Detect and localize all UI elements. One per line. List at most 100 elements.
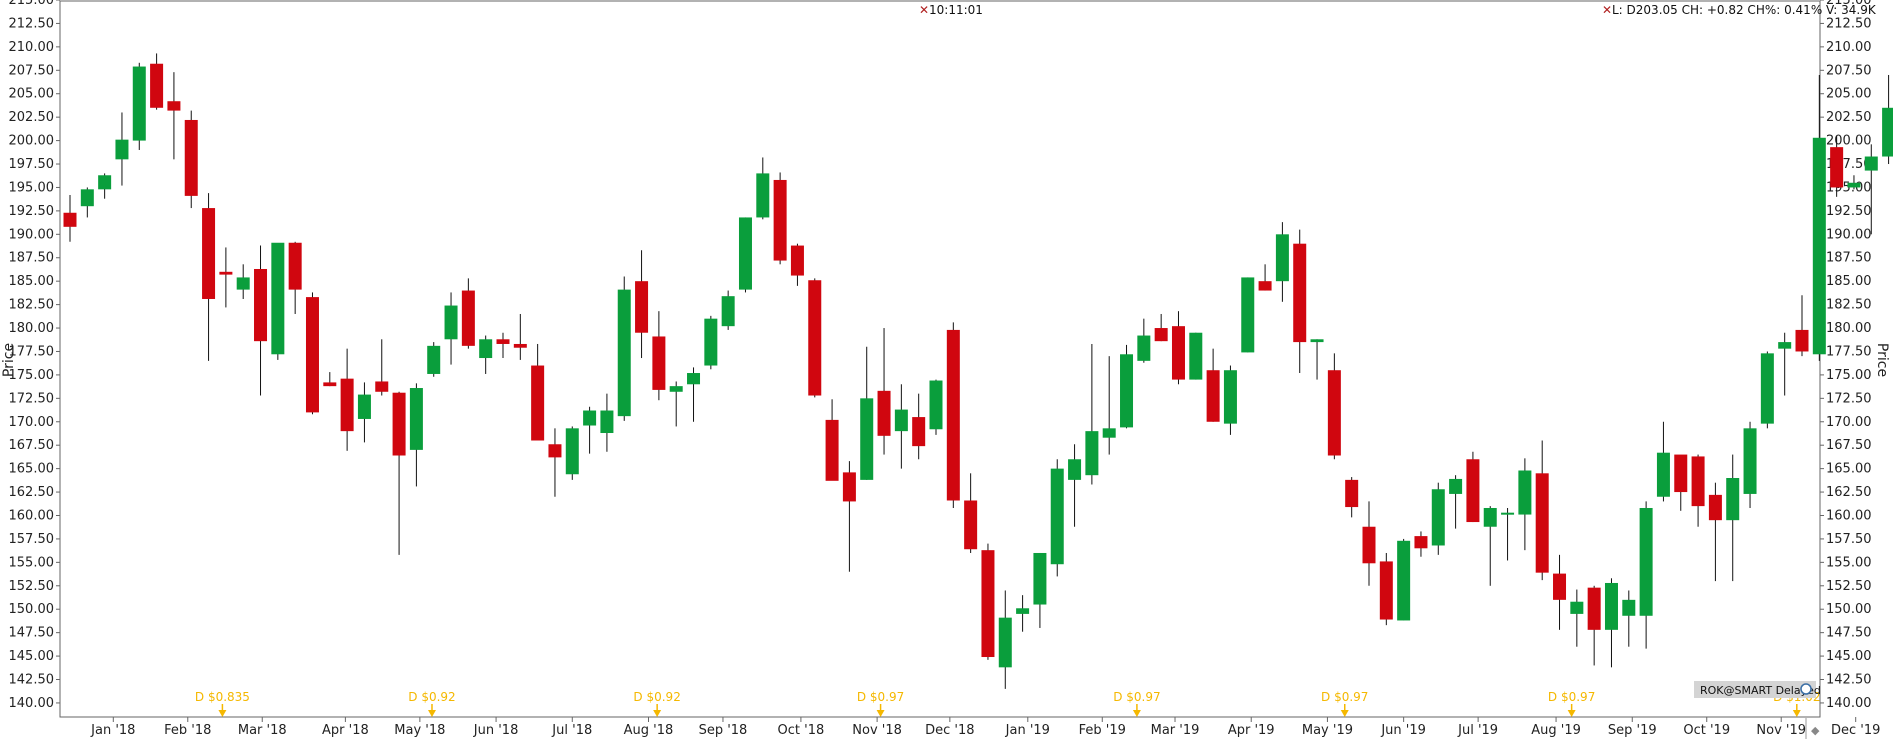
y-tick-label: 185.00 [9, 274, 55, 289]
scroll-corner[interactable]: ◆ [1805, 718, 1820, 739]
dividend-marker[interactable]: D $0.97 [857, 690, 904, 717]
dividend-arrow-icon [1792, 710, 1801, 717]
candle-body [1501, 512, 1515, 515]
candle-body [790, 245, 804, 276]
candle [756, 157, 770, 220]
candle-body [704, 318, 718, 366]
dividend-arrow-icon [1132, 710, 1141, 717]
dividend-arrow-icon [1567, 710, 1576, 717]
candle [1120, 344, 1134, 429]
x-tick-label: Aug '19 [1531, 723, 1581, 738]
y-tick-label: 205.00 [9, 87, 55, 102]
candle [1310, 339, 1324, 380]
y-tick-label: 172.50 [9, 391, 55, 406]
y-tick-label-right: 140.00 [1826, 696, 1872, 711]
candle-body [946, 329, 960, 501]
x-tick-label: Nov '19 [1756, 723, 1806, 738]
dividend-marker[interactable]: D $0.97 [1548, 690, 1595, 717]
candle [375, 339, 389, 396]
candle [1154, 313, 1168, 342]
candle-body [184, 119, 198, 196]
candle [652, 311, 666, 401]
dividend-marker[interactable]: D $0.92 [408, 690, 456, 717]
candle-body [548, 444, 562, 458]
dividend-marker[interactable]: D $0.97 [1321, 690, 1368, 717]
candle-body [565, 428, 579, 475]
candle-body [1068, 459, 1082, 480]
candle [1795, 295, 1809, 357]
candle-body [1171, 326, 1185, 380]
candle [1553, 554, 1567, 630]
candle [236, 264, 250, 299]
x-tick-label: Dec '19 [1831, 723, 1880, 738]
dividend-arrow-icon [1340, 710, 1349, 717]
candle-body [1466, 459, 1480, 523]
candle [1812, 74, 1826, 361]
y-tick-label-right: 175.00 [1826, 368, 1872, 383]
candle [1743, 421, 1757, 508]
x-tick-label: Jan '19 [1005, 723, 1050, 738]
candle [1431, 482, 1445, 555]
dividend-marker[interactable]: D $0.92 [633, 690, 681, 717]
candle-body [254, 268, 268, 342]
x-tick-label: Oct '18 [778, 723, 825, 738]
candle [1275, 222, 1289, 302]
header-time: ✕ 10:11:01 [919, 3, 983, 17]
y-tick-label: 212.50 [9, 16, 55, 31]
candle-body [1691, 456, 1705, 507]
candle [254, 245, 268, 396]
close-quote-icon[interactable]: ✕ [1602, 3, 1612, 17]
dividend-arrow-icon [653, 710, 662, 717]
candle-body [1535, 473, 1549, 573]
close-icon[interactable]: ✕ [919, 3, 929, 17]
dividend-marker[interactable]: D $0.97 [1113, 690, 1161, 717]
x-tick-label: Sep '19 [1608, 723, 1657, 738]
candle [583, 406, 597, 454]
candle [1171, 311, 1185, 385]
candle-body [63, 212, 77, 227]
candle [427, 342, 441, 377]
dividend-marker[interactable]: D $0.835 [195, 690, 250, 717]
globe-icon [1800, 683, 1812, 695]
candle-body [496, 339, 510, 344]
candle-body [1604, 582, 1618, 630]
candle [877, 328, 891, 455]
candle [617, 276, 631, 421]
candle-body [1570, 601, 1584, 614]
dividend-label: D $0.97 [857, 690, 904, 704]
candle [1223, 365, 1237, 435]
candle [1587, 585, 1601, 666]
candle [1847, 175, 1861, 190]
y-tick-label-right: 162.50 [1826, 485, 1872, 500]
candle [1622, 590, 1636, 647]
candle [219, 247, 233, 308]
candle [340, 348, 354, 451]
y-axis-label-left: Price [1, 343, 17, 377]
y-tick-label: 157.50 [9, 532, 55, 547]
candle-body [219, 271, 233, 275]
y-tick-label: 177.50 [9, 344, 55, 359]
y-tick-label: 200.00 [9, 134, 55, 149]
candle-body [1726, 478, 1740, 521]
y-tick-label: 147.50 [9, 626, 55, 641]
candle [1379, 552, 1393, 626]
candle-body [1275, 234, 1289, 282]
candle [1189, 332, 1203, 380]
candle-body [1102, 428, 1116, 438]
candle-body [1189, 332, 1203, 380]
x-tick-label: Jun '18 [473, 723, 519, 738]
candle-body [1137, 335, 1151, 361]
candle [704, 315, 718, 370]
data-source-badge[interactable]: ROK@SMART Delayed [1694, 681, 1821, 698]
candle [1016, 595, 1030, 632]
candle-body [1397, 540, 1411, 621]
diamond-icon[interactable]: ◆ [1811, 724, 1820, 737]
candle [444, 292, 458, 365]
candle [1206, 348, 1220, 422]
candle-body [756, 173, 770, 218]
x-tick-label: Mar '19 [1151, 723, 1200, 738]
y-tick-label: 165.00 [9, 462, 55, 477]
y-tick-label-right: 180.00 [1826, 321, 1872, 336]
x-tick-label: Apr '18 [322, 723, 369, 738]
candle [1691, 454, 1705, 527]
